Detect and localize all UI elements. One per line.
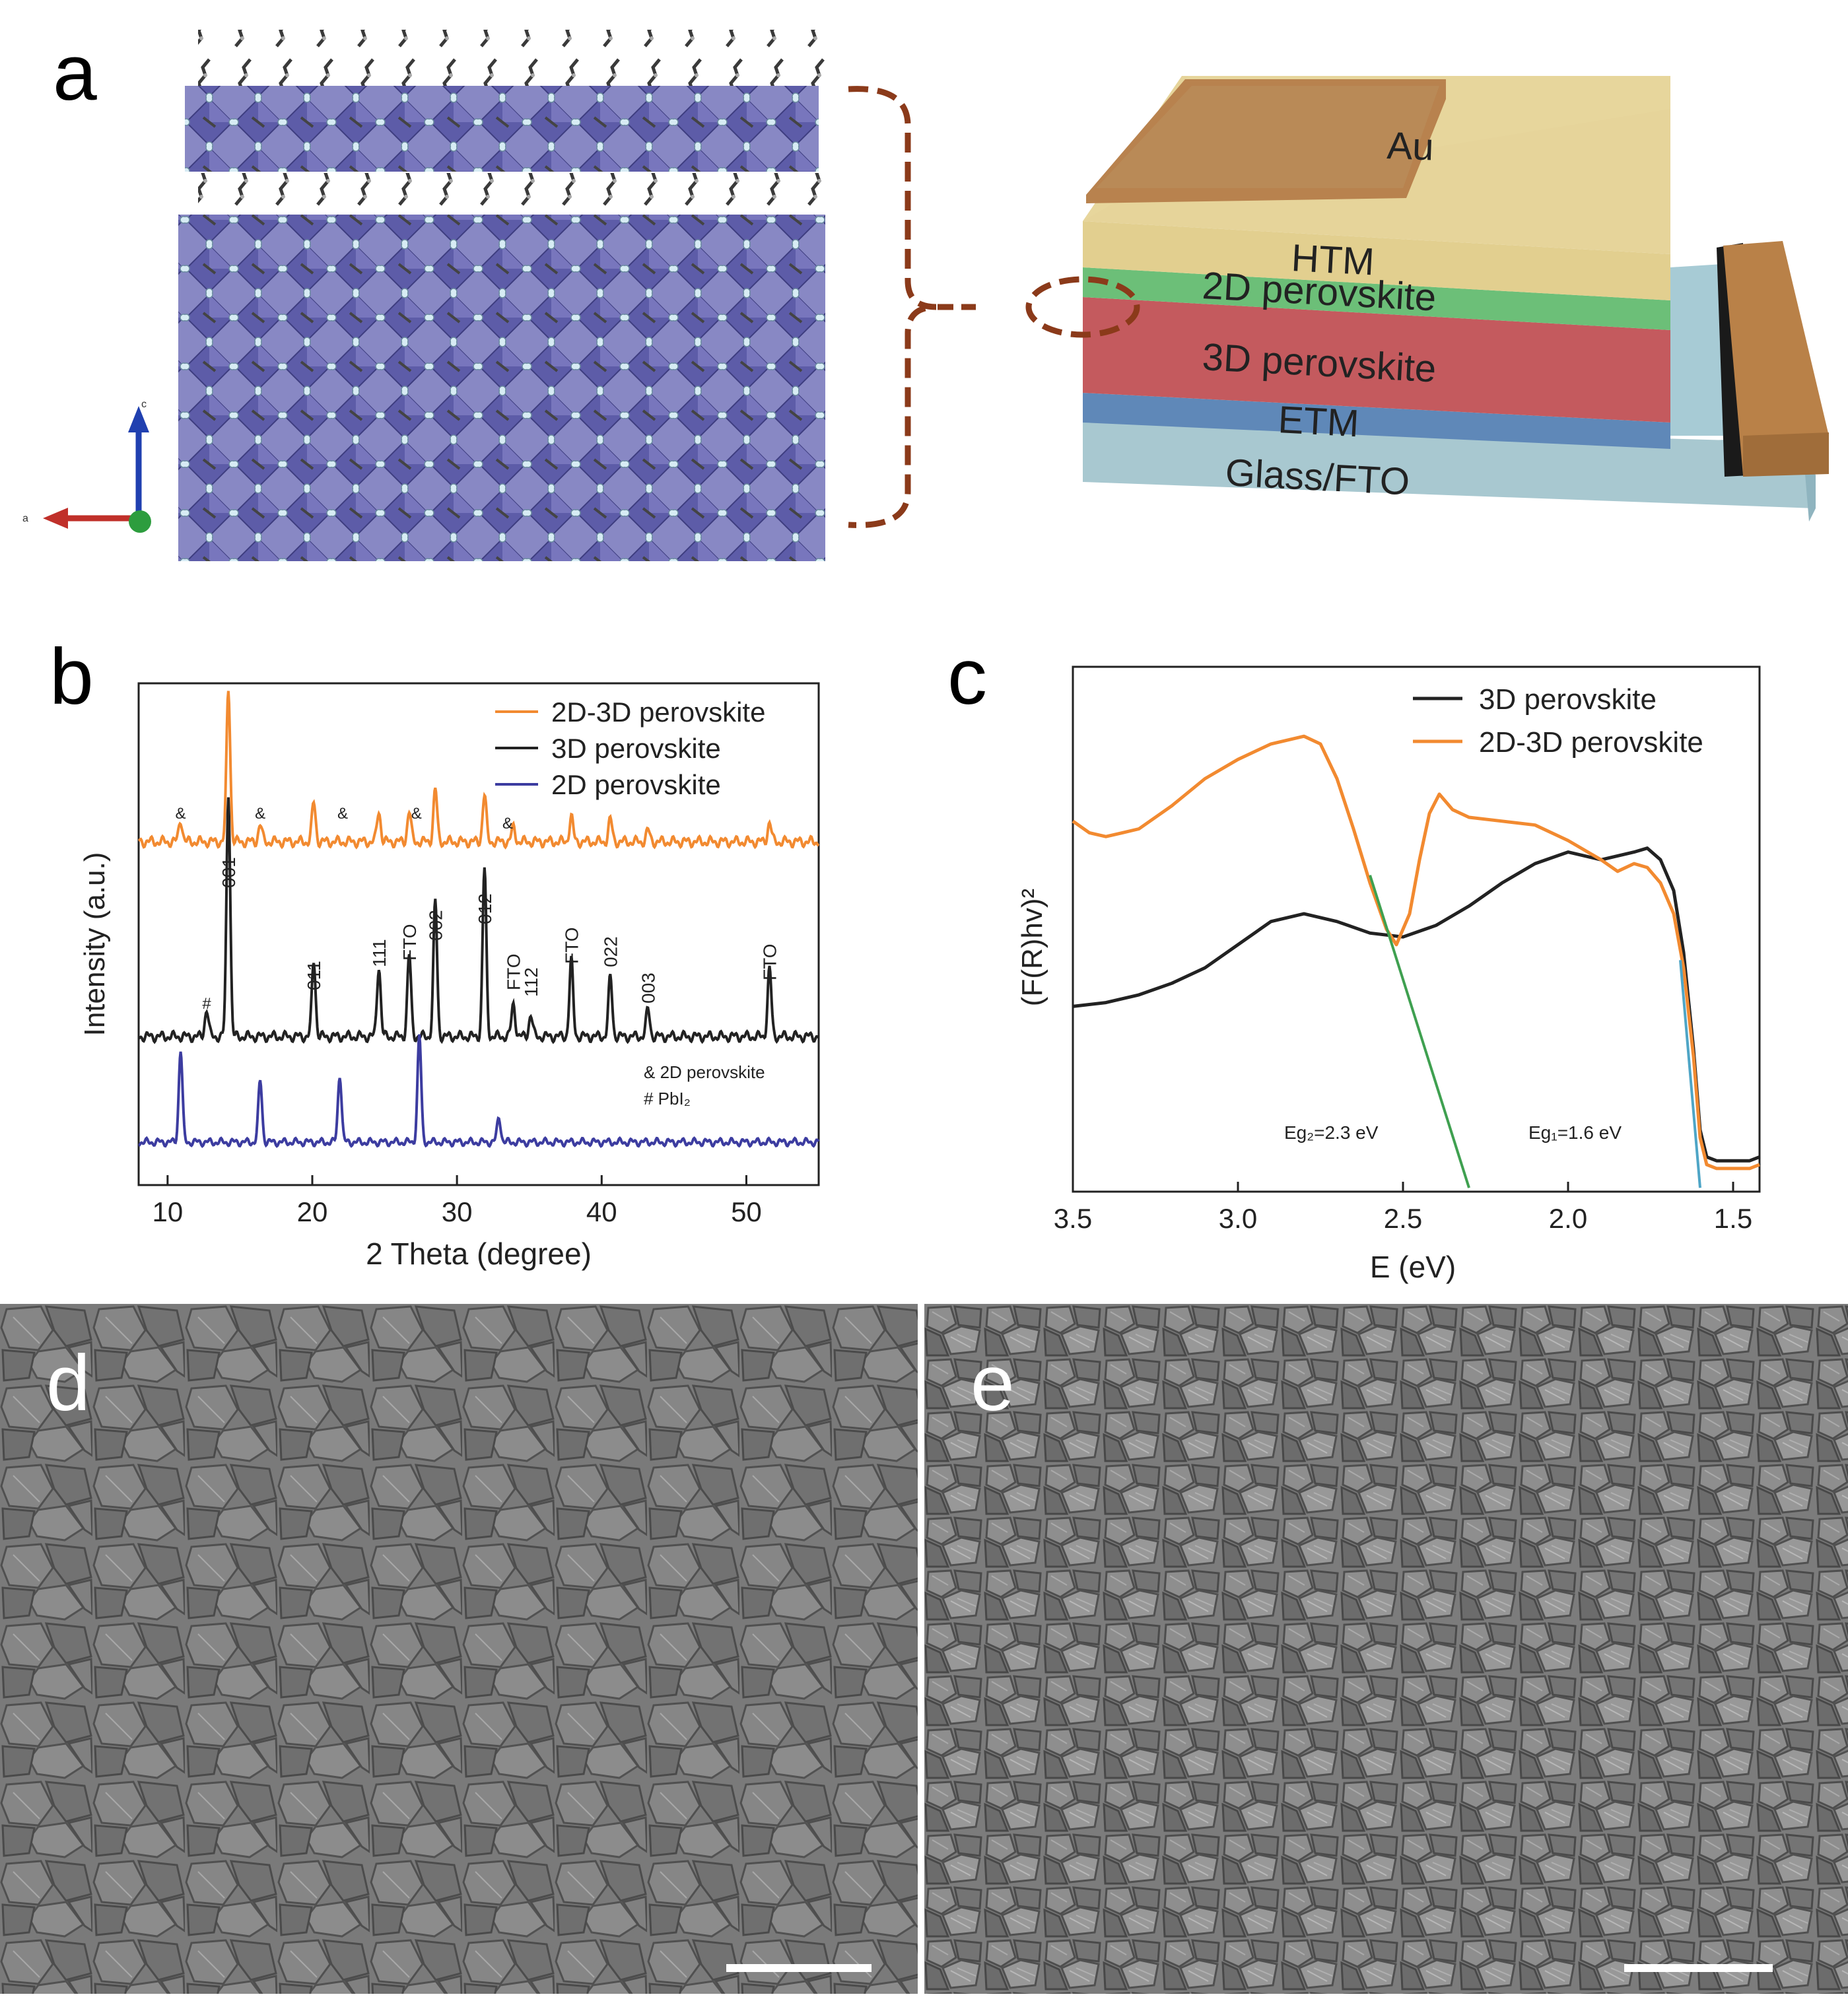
htm-layer: [1083, 221, 1670, 300]
xrd-amp-mark: &: [176, 805, 186, 823]
km-series-1: [1072, 734, 1760, 1171]
perovskite-3d-layer: [1083, 297, 1670, 423]
xrd-xtick-label: 20: [297, 1196, 328, 1227]
km-legend-3d: 3D perovskite: [1479, 683, 1657, 716]
xrd-peak-label: FTO: [759, 944, 780, 980]
xrd-peak-label: 112: [521, 967, 541, 997]
panel-letter-a: a: [53, 28, 97, 117]
scale-bar-d: [726, 1964, 872, 1972]
octahedra-bulk-3d: [178, 215, 825, 561]
organic-spacer-middle: [198, 173, 825, 216]
xrd-legend-2d: 2D perovskite: [551, 769, 721, 800]
xrd-legend-3d: 3D perovskite: [551, 733, 721, 764]
xrd-peak-label: 001: [219, 857, 239, 888]
km-xtick-label: 3.0: [1219, 1203, 1257, 1234]
axis-a-label: a: [22, 513, 28, 524]
scale-bar-e: [1624, 1964, 1773, 1972]
axis-c-label: c: [141, 399, 147, 410]
right-electrode: [1723, 241, 1829, 475]
panel-letter-e: e: [971, 1339, 1015, 1427]
sem-image-d: d: [0, 1304, 918, 1994]
xrd-peak-label: 002: [425, 910, 446, 941]
km-legend-2d3d: 2D-3D perovskite: [1479, 726, 1703, 759]
xrd-peak-label: FTO: [504, 954, 524, 990]
label-etm: ETM: [1277, 398, 1360, 445]
km-chart: 3.5 3.0 2.5 2.0 1.5 3D perovskite 2D-3D pero…: [1016, 665, 1761, 1284]
xrd-peak-label: 022: [600, 936, 621, 967]
panel-letter-d: d: [46, 1339, 90, 1427]
xrd-peak-label: 003: [638, 972, 658, 1003]
xrd-xlabel: 2 Theta (degree): [366, 1237, 592, 1271]
xrd-amp-mark: &: [337, 805, 348, 823]
xrd-plot-frame: [137, 682, 820, 1186]
xrd-peak-label: 012: [475, 893, 495, 924]
xrd-peak-label: 111: [369, 939, 390, 967]
km-plot-frame: [1072, 665, 1761, 1193]
xrd-peak-label: FTO: [399, 924, 420, 961]
xrd-peak-label: FTO: [561, 928, 582, 964]
perovskite-2d-layer: [1083, 267, 1670, 330]
etm-layer: [1083, 393, 1670, 449]
xrd-peak-label: 011: [304, 961, 324, 990]
xrd-ylabel: Intensity (a.u.): [79, 852, 111, 1037]
km-xtick-label: 2.0: [1549, 1203, 1587, 1234]
xrd-xtick-label: 40: [586, 1196, 617, 1227]
label-glass-fto: Glass/FTO: [1224, 451, 1410, 504]
sem-image-e: e: [924, 1304, 1848, 1994]
km-xlabel: E (eV): [1370, 1250, 1456, 1284]
xrd-legend-2d3d: 2D-3D perovskite: [551, 697, 765, 728]
label-au: Au: [1386, 124, 1435, 168]
right-electrode-front: [1743, 432, 1829, 477]
xrd-note-pbi2: # PbI₂: [644, 1089, 691, 1108]
axis-a-arrowhead: [43, 508, 68, 529]
km-eg2-label: Eg₂=2.3 eV: [1284, 1122, 1379, 1143]
km-series-2: [1369, 875, 1470, 1188]
au-pad-top: [1096, 86, 1439, 188]
xrd-amp-mark: &: [502, 815, 513, 833]
xrd-note-2d: & 2D perovskite: [644, 1062, 765, 1082]
dashed-ellipse-marker: [1025, 276, 1140, 338]
octahedra-slab-top: [185, 86, 819, 172]
km-series-0: [1072, 846, 1760, 1163]
km-eg1-label: Eg₁=1.6 eV: [1528, 1122, 1622, 1143]
axis-c-arrowhead: [128, 406, 149, 432]
xrd-amp-mark: &: [411, 805, 422, 823]
xrd-xtick-label: 50: [731, 1196, 762, 1227]
xrd-xtick-label: 10: [152, 1196, 183, 1227]
km-xtick-label: 1.5: [1714, 1203, 1752, 1234]
km-series-3: [1679, 960, 1701, 1188]
panel-letter-c: c: [947, 632, 987, 721]
label-htm: HTM: [1290, 236, 1375, 283]
km-xtick-label: 3.5: [1054, 1203, 1092, 1234]
xrd-xtick-label: 30: [442, 1196, 473, 1227]
device-stack-illustration: Au HTM 2D perovskite 3D perovskite ETM G…: [1025, 76, 1829, 522]
xrd-series-1: [138, 797, 819, 1044]
dashed-bracket: [848, 86, 937, 528]
xrd-pbi2-mark: #: [202, 995, 211, 1013]
xrd-series-2: [138, 1034, 820, 1149]
km-ylabel: (F(R)hv)²: [1016, 889, 1048, 1006]
crystal-structure-illustration: c a: [22, 30, 976, 561]
organic-spacer-top: [198, 30, 825, 89]
xrd-amp-mark: &: [255, 805, 265, 823]
xrd-series-0: [137, 691, 820, 850]
axis-b-dot: [129, 510, 151, 533]
panel-letter-b: b: [50, 632, 94, 721]
km-xtick-label: 2.5: [1384, 1203, 1422, 1234]
